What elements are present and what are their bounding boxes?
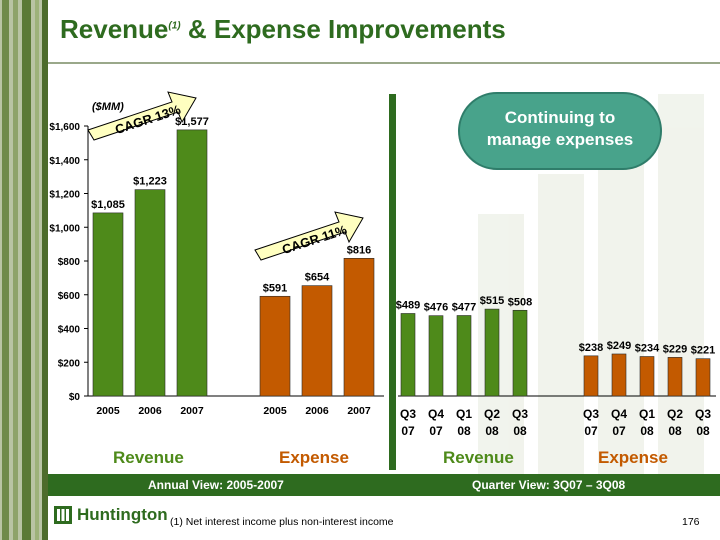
bar-value-label: $477 [452, 302, 476, 314]
y-tick-label: $1,000 [49, 223, 80, 234]
bar [484, 308, 500, 397]
category-label-year: 08 [485, 424, 499, 438]
y-tick-label: $1,400 [49, 156, 80, 167]
section-label-expense-annual: Expense [279, 448, 349, 467]
y-tick-label: $0 [69, 392, 81, 403]
bar-value-label: $515 [480, 295, 504, 307]
bar-value-label: $1,085 [91, 199, 125, 211]
y-tick-label: $1,600 [49, 122, 80, 133]
bar-value-label: $476 [424, 302, 448, 314]
title-rule [48, 62, 720, 64]
bar [512, 309, 528, 397]
logo-mark-icon [54, 506, 72, 524]
bar [301, 285, 333, 397]
section-label-expense-quarter: Expense [598, 448, 668, 467]
category-label: Q3 [400, 407, 416, 421]
section-label-revenue-annual: Revenue [113, 448, 184, 467]
bar [134, 189, 166, 397]
page-title: Revenue(1) & Expense Improvements [60, 14, 506, 44]
category-label: Q1 [456, 407, 472, 421]
category-label: 2007 [347, 405, 371, 417]
category-label: 2007 [180, 405, 204, 417]
footnote: (1) Net interest income plus non-interes… [170, 516, 394, 528]
bar-value-label: $221 [691, 345, 715, 357]
category-label-year: 08 [640, 424, 654, 438]
category-label: Q4 [428, 407, 444, 421]
bar-value-label: $229 [663, 343, 687, 355]
category-label: Q3 [512, 407, 528, 421]
footer-annual-view: Annual View: 2005-2007 [148, 478, 284, 492]
category-label: 2005 [96, 405, 120, 417]
bar [456, 315, 472, 397]
bar-value-label: $234 [635, 343, 660, 355]
category-label: 2006 [305, 405, 329, 417]
section-divider [389, 94, 396, 470]
y-tick-label: $800 [58, 257, 81, 268]
bar-value-label: $591 [263, 282, 287, 294]
callout-bubble: Continuing to manage expenses [458, 92, 662, 170]
bar-value-label: $508 [508, 296, 532, 308]
category-label-year: 07 [612, 424, 626, 438]
bar [259, 295, 291, 397]
category-label: Q1 [639, 407, 655, 421]
page-number: 176 [682, 516, 700, 528]
section-label-revenue-quarter: Revenue [443, 448, 514, 467]
bar [428, 315, 444, 397]
bar [400, 313, 416, 397]
decorative-stripes [0, 0, 48, 540]
bar-value-label: $816 [347, 244, 371, 256]
huntington-logo: Huntington [54, 505, 168, 525]
bar-value-label: $654 [305, 272, 330, 284]
category-label: Q3 [583, 407, 599, 421]
y-tick-label: $1,200 [49, 190, 80, 201]
bar [583, 355, 599, 397]
category-label-year: 07 [429, 424, 443, 438]
cagr-label: CAGR 11% [280, 222, 349, 257]
category-label-year: 07 [584, 424, 598, 438]
category-label-year: 08 [513, 424, 527, 438]
category-label-year: 08 [457, 424, 471, 438]
footer-bar: Annual View: 2005-2007 Quarter View: 3Q0… [48, 474, 720, 496]
category-label-year: 07 [401, 424, 415, 438]
category-label-year: 08 [668, 424, 682, 438]
category-label: Q4 [611, 407, 627, 421]
bar [92, 212, 124, 397]
bar-value-label: $249 [607, 340, 631, 352]
bar-value-label: $489 [396, 299, 420, 311]
bar [639, 356, 655, 397]
category-label: Q3 [695, 407, 711, 421]
category-label: 2005 [263, 405, 287, 417]
footer-quarter-view: Quarter View: 3Q07 – 3Q08 [472, 478, 626, 492]
category-label-year: 08 [696, 424, 710, 438]
y-tick-label: $200 [58, 358, 81, 369]
category-label: Q2 [484, 407, 500, 421]
y-tick-label: $400 [58, 325, 81, 336]
bar [667, 357, 683, 397]
units-label: ($MM) [92, 101, 124, 113]
bar-value-label: $1,223 [133, 176, 167, 188]
y-tick-label: $600 [58, 291, 81, 302]
category-label: Q2 [667, 407, 683, 421]
bar [176, 129, 208, 397]
category-label: 2006 [138, 405, 162, 417]
bar [343, 257, 375, 397]
bar [611, 353, 627, 397]
bar-value-label: $238 [579, 342, 603, 354]
bar [695, 358, 711, 397]
